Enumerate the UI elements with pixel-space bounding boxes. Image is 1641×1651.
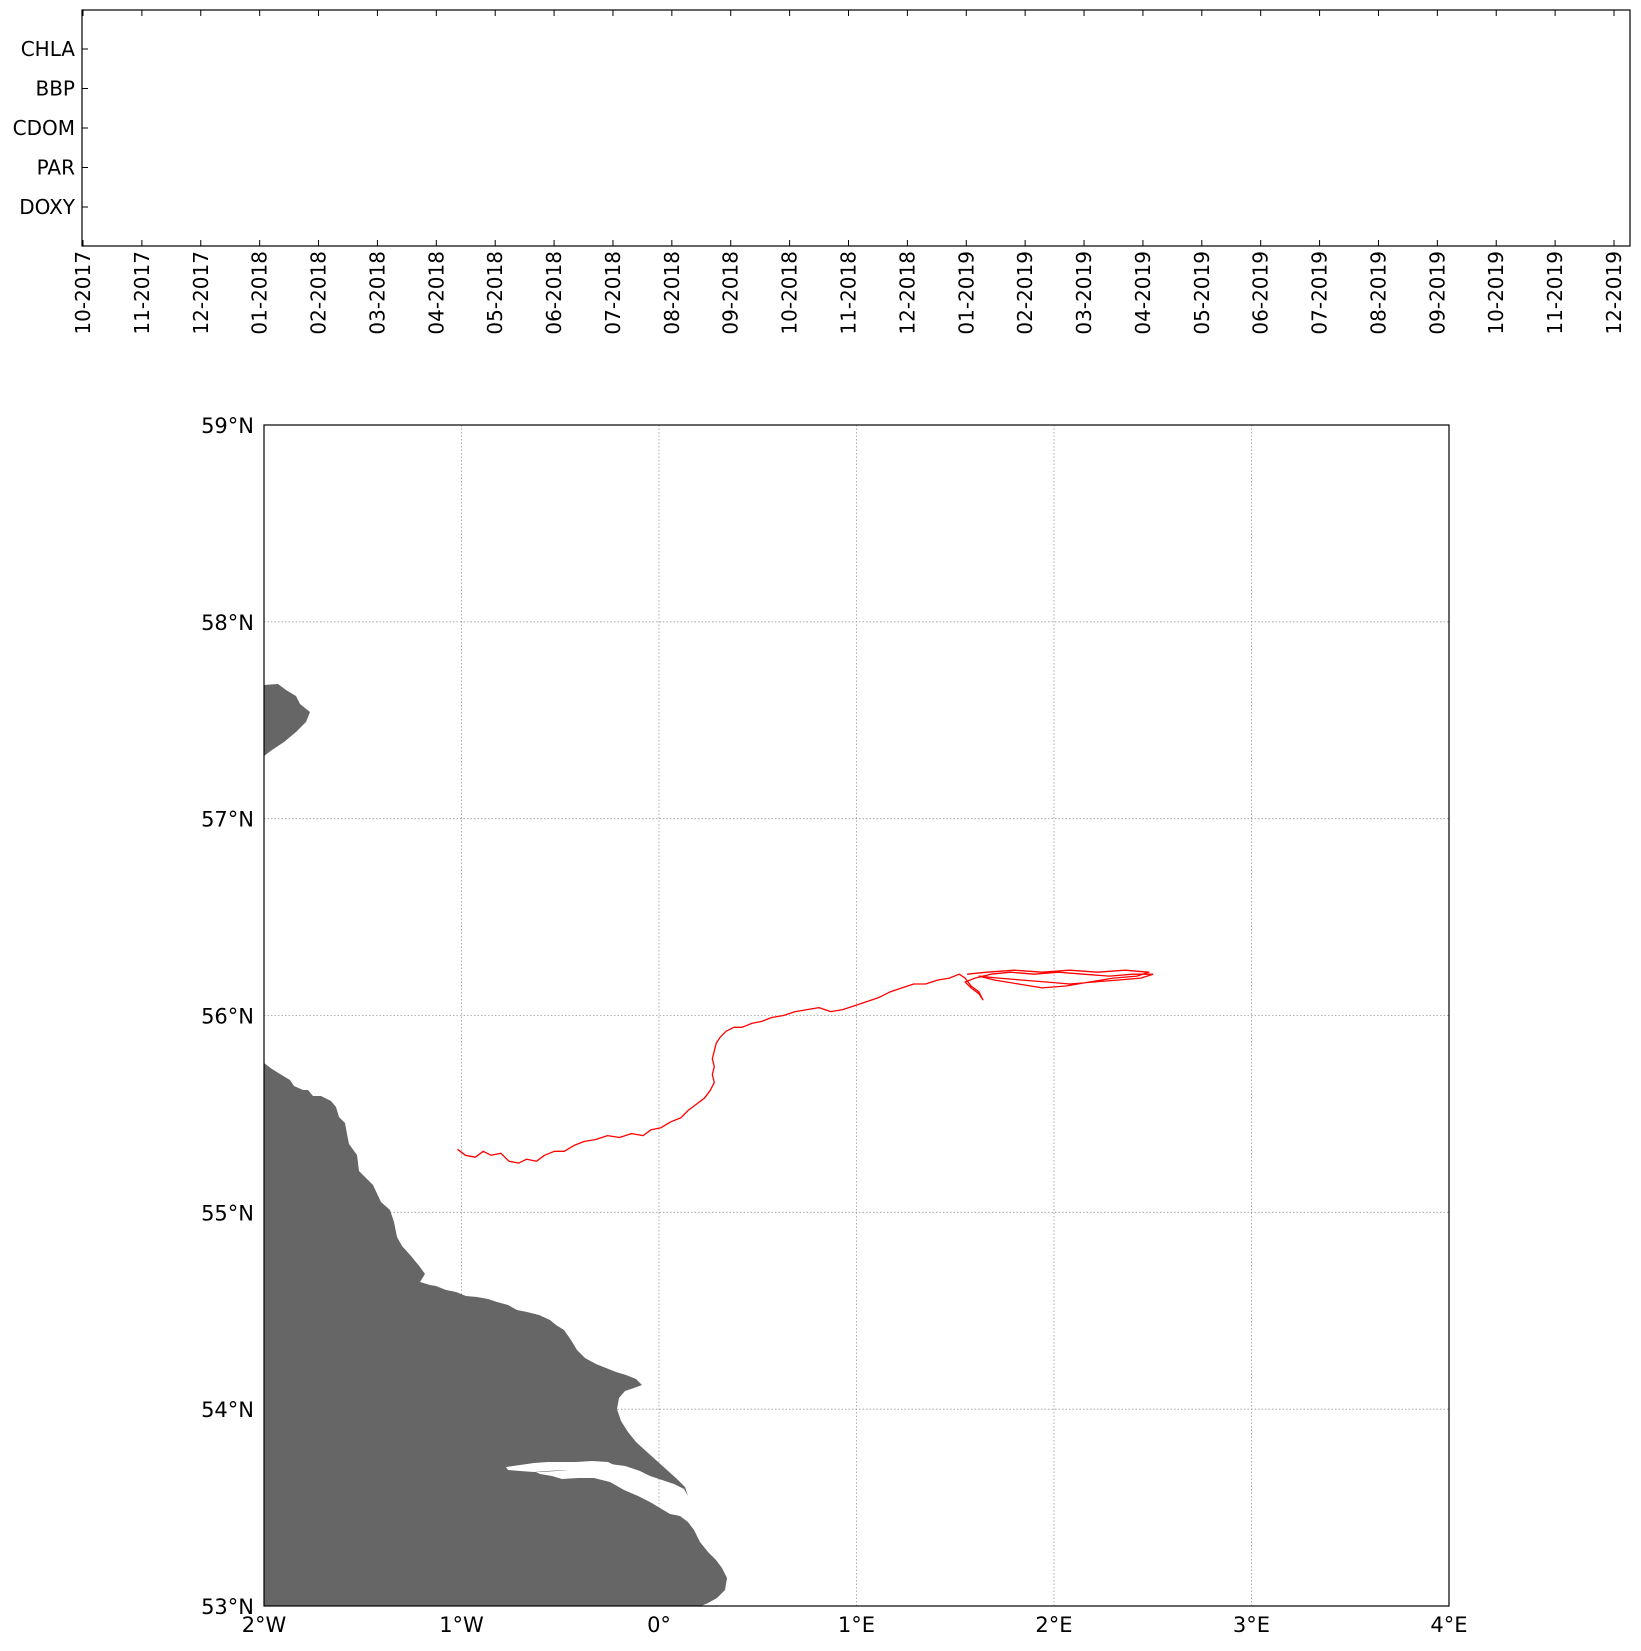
param-label: PAR <box>37 156 75 180</box>
latitude-label: 54°N <box>201 1398 254 1422</box>
param-label: CDOM <box>13 116 75 140</box>
timeline-month-ticks: 10-2017 11-2017 12-2017 01-2018 02-2018 03-20… <box>71 10 1626 335</box>
month-label: 11-2018 <box>837 251 861 335</box>
map-panel: 59°N 58°N 57°N 56°N 55°N 54°N 53°N 2°W 1°W 0° 1°E… <box>201 414 1468 1637</box>
longitude-label: 2°E <box>1035 1613 1072 1637</box>
month-label: 03-2018 <box>365 251 389 335</box>
month-label: 07-2019 <box>1308 251 1332 335</box>
longitude-label: 0° <box>647 1613 671 1637</box>
month-label: 03-2019 <box>1072 251 1096 335</box>
month-label: 10-2018 <box>778 251 802 335</box>
longitude-label: 3°E <box>1233 1613 1270 1637</box>
param-label: DOXY <box>19 195 76 219</box>
latitude-label: 57°N <box>201 808 254 832</box>
land-england <box>264 1063 727 1606</box>
month-label: 11-2019 <box>1543 251 1567 335</box>
latitude-label: 58°N <box>201 611 254 635</box>
month-label: 08-2018 <box>660 251 684 335</box>
latitude-label: 53°N <box>201 1595 254 1619</box>
month-label: 07-2018 <box>601 251 625 335</box>
map-frame <box>263 424 1450 1607</box>
month-label: 01-2019 <box>954 251 978 335</box>
longitude-label: 2°W <box>242 1613 287 1637</box>
param-label: CHLA <box>21 37 76 61</box>
month-label: 11-2017 <box>130 251 154 335</box>
latitude-label: 55°N <box>201 1201 254 1225</box>
month-label: 09-2018 <box>719 251 743 335</box>
latitude-label: 56°N <box>201 1005 254 1029</box>
month-label: 12-2019 <box>1602 251 1626 335</box>
month-label: 05-2018 <box>483 251 507 335</box>
month-label: 02-2019 <box>1013 251 1037 335</box>
month-label: 06-2018 <box>542 251 566 335</box>
param-label: BBP <box>35 77 75 101</box>
longitude-label: 4°E <box>1430 1613 1467 1637</box>
land-scotland <box>264 684 310 756</box>
month-label: 05-2019 <box>1190 251 1214 335</box>
month-label: 01-2018 <box>248 251 272 335</box>
timeline-frame <box>81 9 1631 247</box>
float-trajectory <box>457 969 1154 1164</box>
month-label: 08-2019 <box>1366 251 1390 335</box>
longitude-label: 1°W <box>439 1613 484 1637</box>
longitude-labels: 2°W 1°W 0° 1°E 2°E 3°E 4°E <box>242 1613 1468 1637</box>
month-label: 04-2018 <box>424 251 448 335</box>
estuary-humber <box>506 1461 634 1486</box>
month-label: 12-2018 <box>895 251 919 335</box>
month-label: 10-2019 <box>1484 251 1508 335</box>
latitude-labels: 59°N 58°N 57°N 56°N 55°N 54°N 53°N <box>201 414 254 1619</box>
timeline-panel: CHLA BBP CDOM PAR DOXY 10-2017 11-2017 12-2017… <box>13 9 1631 335</box>
latitude-label: 59°N <box>201 414 254 438</box>
month-label: 06-2019 <box>1249 251 1273 335</box>
month-label: 02-2018 <box>307 251 331 335</box>
month-label: 04-2019 <box>1131 251 1155 335</box>
month-label: 10-2017 <box>71 251 95 335</box>
month-label: 12-2017 <box>189 251 213 335</box>
month-label: 09-2019 <box>1425 251 1449 335</box>
timeline-param-ticks: CHLA BBP CDOM PAR DOXY <box>13 37 88 219</box>
longitude-label: 1°E <box>838 1613 875 1637</box>
